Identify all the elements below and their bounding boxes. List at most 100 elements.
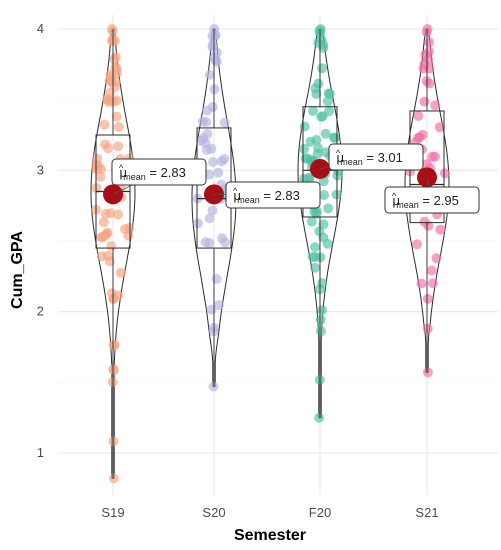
y-tick-label: 2 — [37, 304, 44, 319]
data-point — [213, 167, 224, 178]
data-point — [106, 241, 117, 252]
data-point — [435, 224, 446, 235]
data-point — [310, 262, 321, 273]
data-point — [329, 132, 340, 143]
data-point — [413, 110, 424, 121]
data-point — [311, 89, 322, 99]
data-point — [100, 230, 111, 241]
data-point — [123, 230, 134, 241]
data-point — [322, 238, 333, 249]
data-point — [306, 216, 317, 227]
data-point — [103, 97, 114, 107]
data-point — [317, 305, 328, 316]
data-point — [95, 171, 106, 182]
data-point — [209, 30, 220, 40]
data-point — [426, 265, 437, 276]
data-point — [113, 121, 124, 132]
data-point — [323, 203, 334, 214]
data-point — [314, 412, 325, 423]
y-tick-label: 3 — [37, 162, 44, 177]
data-point — [217, 233, 228, 244]
data-point — [111, 111, 122, 122]
data-point — [424, 37, 435, 48]
data-point — [108, 473, 119, 484]
data-point — [193, 218, 204, 229]
data-point — [416, 278, 427, 289]
y-tick-labels: 1 2 3 4 — [37, 21, 44, 460]
data-point — [124, 223, 135, 233]
data-point — [98, 217, 109, 228]
annotation-box — [111, 158, 207, 186]
annotation-box — [384, 186, 480, 214]
data-point — [202, 105, 213, 116]
x-tick-label: F20 — [309, 505, 331, 520]
data-point — [439, 168, 450, 179]
data-point — [313, 78, 324, 89]
data-point — [198, 133, 209, 144]
data-point — [103, 143, 113, 154]
y-axis-title: Cum_GPA — [9, 231, 26, 309]
data-point — [323, 88, 334, 99]
data-point — [419, 59, 430, 70]
boxes — [95, 29, 445, 479]
data-point — [322, 96, 333, 107]
data-point — [427, 278, 438, 289]
annotation-box — [225, 181, 321, 209]
data-point — [208, 39, 219, 50]
data-point — [208, 157, 218, 167]
data-point — [207, 205, 218, 216]
data-point — [106, 35, 117, 46]
data-point — [419, 216, 430, 227]
violins — [90, 28, 450, 479]
data-point — [422, 293, 433, 304]
data-point — [424, 46, 434, 57]
data-point — [316, 326, 326, 337]
data-point — [302, 153, 313, 164]
data-point — [308, 106, 318, 117]
mean-label-S20: μ^mean = 2.83 — [233, 186, 300, 205]
data-point — [200, 237, 211, 248]
data-point — [113, 209, 124, 220]
x-tick-label: S19 — [101, 505, 124, 520]
data-point — [209, 84, 220, 95]
data-point — [108, 364, 119, 375]
data-point — [299, 121, 310, 132]
data-point — [99, 119, 110, 130]
data-point — [211, 56, 222, 67]
data-point — [419, 96, 430, 107]
data-point — [108, 340, 119, 351]
data-point — [320, 128, 331, 139]
data-point — [211, 274, 222, 284]
mean-annotations: μ^mean = 2.83 μ^mean = 2.83 μ^mean = 3.01 μ… — [111, 143, 480, 214]
x-axis-title: Semester — [234, 527, 306, 544]
data-point — [113, 141, 124, 152]
data-point — [316, 111, 327, 122]
data-point — [430, 100, 441, 111]
data-point — [115, 267, 126, 278]
data-point — [311, 135, 322, 145]
data-point — [214, 300, 224, 311]
data-point — [427, 151, 438, 162]
data-point — [110, 62, 121, 73]
data-point — [309, 242, 320, 253]
data-point — [219, 117, 230, 128]
data-point — [299, 143, 310, 154]
y-tick-label: 1 — [37, 445, 44, 460]
data-point — [318, 39, 329, 50]
data-point — [204, 213, 215, 224]
x-tick-labels: S19 S20 F20 S21 — [101, 505, 438, 520]
x-tick-label: S21 — [415, 505, 438, 520]
mean-label-S19: μ^mean = 2.83 — [119, 163, 186, 182]
data-point — [110, 51, 121, 62]
data-point — [100, 208, 111, 219]
annotation-box — [328, 143, 424, 171]
y-tick-label: 4 — [37, 21, 44, 36]
data-point — [315, 314, 326, 325]
data-point — [204, 169, 215, 180]
data-point — [104, 256, 115, 267]
data-point — [422, 323, 433, 334]
data-point — [324, 106, 335, 117]
data-point — [208, 381, 219, 392]
data-point — [431, 253, 442, 264]
